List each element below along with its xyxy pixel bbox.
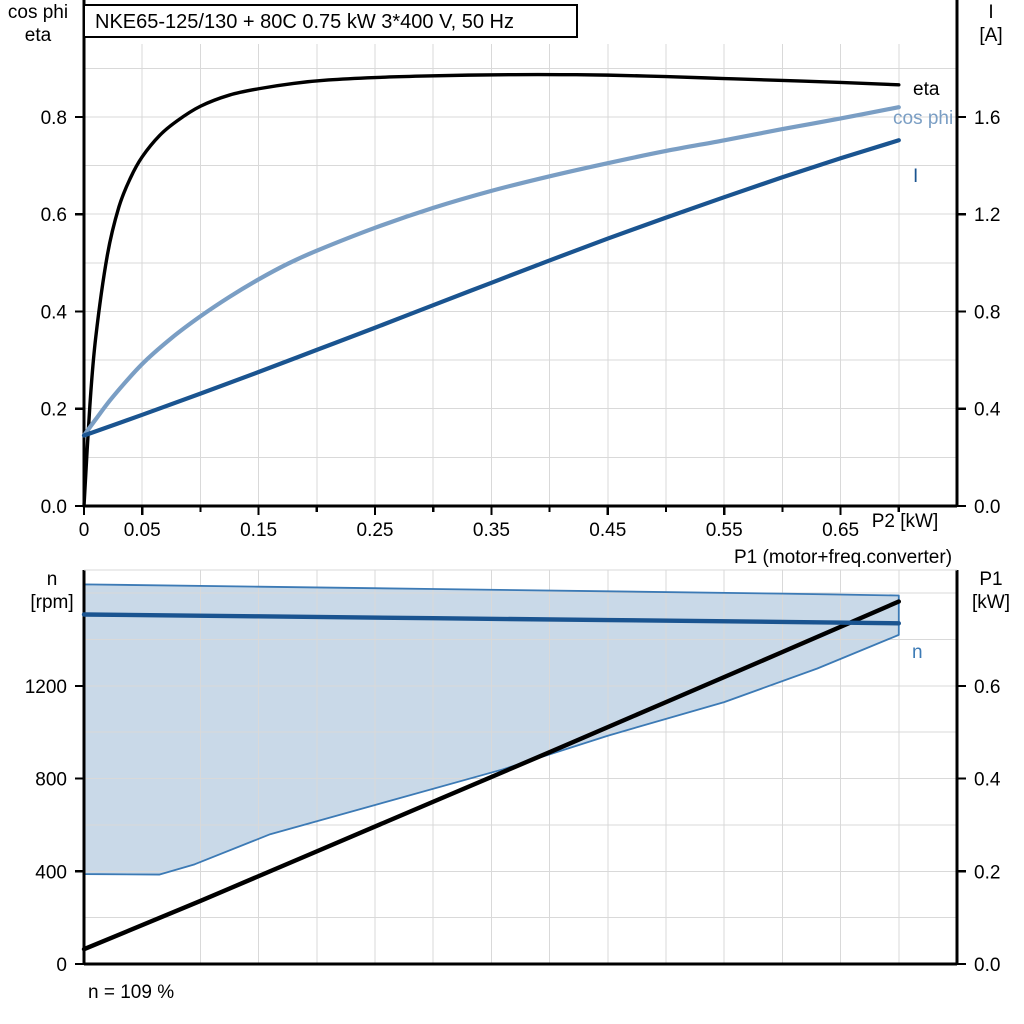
chart-efficiency-svg: 0.0 0.2 0.4 0.6 0.8 0.0 0.4 0.8 1.2 1.6 0 0.05 0.15 0… xyxy=(8,0,1003,540)
y-tick-left-bottom-3: 1200 xyxy=(25,677,67,698)
x-tick-7: 0.65 xyxy=(822,520,859,540)
chart-speed-power-panel: 0 400 800 1200 0.0 0.2 0.4 0.6 n [rpm] P1 [kW] … xyxy=(0,540,1024,1024)
axis-ticks-top xyxy=(75,115,966,515)
y-tick-right-2: 0.8 xyxy=(974,302,1000,323)
y-axis-left-label-line1-bottom: n xyxy=(47,569,58,590)
curve-speed xyxy=(81,612,901,626)
curve-label-p1: P1 (motor+freq.converter) xyxy=(734,547,952,568)
y-tick-right-4: 1.6 xyxy=(974,108,1000,129)
y-tick-left-4: 0.8 xyxy=(41,108,67,129)
y-tick-right-bottom-3: 0.6 xyxy=(974,677,1000,698)
x-tick-0: 0 xyxy=(79,520,90,540)
curve-p1 xyxy=(81,599,901,952)
y-axis-right-label-line2-bottom: [kW] xyxy=(972,592,1010,613)
x-tick-6: 0.55 xyxy=(706,520,743,540)
y-tick-left-2: 0.4 xyxy=(41,302,68,323)
tick-labels-top: 0.0 0.2 0.4 0.6 0.8 0.0 0.4 0.8 1.2 1.6 0 0.05 0.15 0… xyxy=(41,108,1001,540)
y-tick-right-bottom-0: 0.0 xyxy=(974,955,1000,976)
x-tick-2: 0.15 xyxy=(240,520,277,540)
grid-lines-top xyxy=(84,44,957,506)
x-tick-1: 0.05 xyxy=(124,520,161,540)
axis-frame-bottom xyxy=(82,569,959,966)
y-axis-right-label-line1: I xyxy=(988,2,993,23)
x-tick-3: 0.25 xyxy=(357,520,394,540)
y-tick-right-bottom-2: 0.4 xyxy=(974,770,1001,791)
chart-title: NKE65-125/130 + 80C 0.75 kW 3*400 V, 50 … xyxy=(95,11,514,33)
y-tick-right-1: 0.4 xyxy=(974,400,1001,421)
y-tick-left-bottom-2: 800 xyxy=(35,770,67,791)
y-tick-left-1: 0.2 xyxy=(41,400,67,421)
x-tick-4: 0.35 xyxy=(473,520,510,540)
x-axis-label: P2 [kW] xyxy=(872,511,939,532)
curve-label-eta: eta xyxy=(913,79,940,100)
chart-efficiency-panel: 0.0 0.2 0.4 0.6 0.8 0.0 0.4 0.8 1.2 1.6 0 0.05 0.15 0… xyxy=(8,0,1003,540)
y-tick-left-bottom-0: 0 xyxy=(56,955,67,976)
axis-frame-top xyxy=(82,0,959,508)
operating-range-outline xyxy=(83,583,900,876)
tick-labels-bottom: 0 400 800 1200 0.0 0.2 0.4 0.6 xyxy=(25,677,1001,976)
y-axis-right-label-line2: [A] xyxy=(979,25,1002,46)
y-tick-right-bottom-1: 0.2 xyxy=(974,862,1000,883)
curves-top xyxy=(81,72,901,508)
y-tick-left-3: 0.6 xyxy=(41,205,67,226)
speed-percent-note: n = 109 % xyxy=(88,982,174,1003)
y-tick-left-0: 0.0 xyxy=(41,497,67,518)
curve-label-cos-phi: cos phi xyxy=(893,108,953,129)
curve-cos-phi xyxy=(81,105,901,438)
y-axis-right-label-line1-bottom: P1 xyxy=(979,569,1002,590)
curve-current xyxy=(81,138,901,438)
y-tick-left-bottom-1: 400 xyxy=(35,862,67,883)
curve-label-current: I xyxy=(913,166,918,187)
curve-eta xyxy=(82,72,901,508)
y-axis-left-label-line1: cos phi xyxy=(8,2,68,23)
curve-label-speed: n xyxy=(912,642,923,663)
curves-bottom xyxy=(81,599,901,952)
y-axis-left-label-line2: eta xyxy=(25,25,52,46)
operating-range-band-edge xyxy=(83,583,900,876)
axis-ticks-bottom xyxy=(75,684,966,966)
y-axis-left-label-line2-bottom: [rpm] xyxy=(30,592,73,613)
y-tick-right-0: 0.0 xyxy=(974,497,1000,518)
y-tick-right-3: 1.2 xyxy=(974,205,1000,226)
grid-lines-bottom xyxy=(84,570,957,964)
x-tick-5: 0.45 xyxy=(589,520,626,540)
title-box xyxy=(83,4,578,38)
